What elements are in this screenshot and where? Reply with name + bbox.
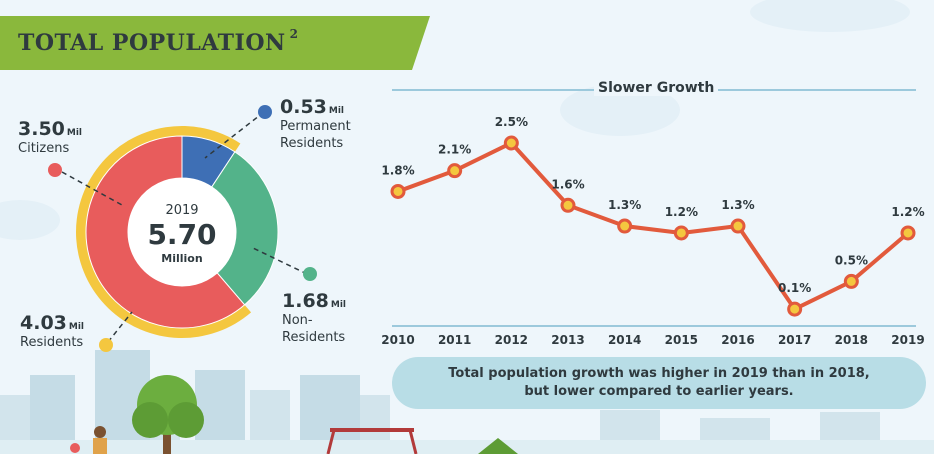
citizens-label: 3.50 Mil Citizens bbox=[18, 118, 83, 156]
pr-dot bbox=[258, 105, 272, 119]
x-tick-2019: 2019 bbox=[891, 333, 924, 347]
data-label-2015: 1.2% bbox=[665, 205, 698, 219]
nr-leader-line bbox=[252, 247, 308, 275]
data-point-2013 bbox=[560, 197, 576, 213]
data-label-2018: 0.5% bbox=[835, 253, 868, 267]
growth-series-line bbox=[397, 141, 910, 312]
donut-center bbox=[128, 178, 236, 286]
title-banner bbox=[0, 16, 430, 70]
data-point-2014 bbox=[617, 218, 633, 234]
chart-title: Slower Growth bbox=[594, 80, 719, 96]
data-label-2012: 2.5% bbox=[495, 115, 528, 129]
data-point-2019 bbox=[900, 225, 916, 241]
x-tick-2013: 2013 bbox=[551, 333, 584, 347]
residents-ring bbox=[75, 125, 252, 338]
donut-unit: Million bbox=[161, 252, 202, 265]
data-label-2019: 1.2% bbox=[891, 205, 924, 219]
donut-total: 5.70 bbox=[147, 218, 216, 251]
data-label-2013: 1.6% bbox=[551, 177, 584, 191]
residents-dot bbox=[99, 338, 113, 352]
note-line-2: but lower compared to earlier years. bbox=[524, 384, 794, 399]
page-title: TOTAL POPULATION 2 bbox=[18, 26, 299, 56]
x-tick-2014: 2014 bbox=[608, 333, 641, 347]
citizens-dot bbox=[48, 163, 62, 177]
data-point-2010 bbox=[390, 183, 406, 199]
x-tick-2012: 2012 bbox=[495, 333, 528, 347]
data-label-2017: 0.1% bbox=[778, 281, 811, 295]
x-tick-2017: 2017 bbox=[778, 333, 811, 347]
x-tick-2010: 2010 bbox=[381, 333, 414, 347]
data-point-2015 bbox=[673, 225, 689, 241]
citizens-leader-line bbox=[61, 171, 123, 206]
data-label-2011: 2.1% bbox=[438, 143, 471, 157]
summary-note: Total population growth was higher in 20… bbox=[392, 357, 926, 409]
pr-label: 0.53 Mil Permanent Residents bbox=[280, 96, 351, 151]
data-point-2018 bbox=[843, 273, 859, 289]
data-point-2012 bbox=[503, 135, 519, 151]
x-tick-2011: 2011 bbox=[438, 333, 471, 347]
data-label-2016: 1.3% bbox=[721, 198, 754, 212]
nr-dot bbox=[303, 267, 317, 281]
residents-leader-line bbox=[107, 311, 133, 343]
data-label-2010: 1.8% bbox=[381, 163, 414, 177]
population-donut: 2019 5.70 Million bbox=[48, 105, 317, 352]
pr-leader-line bbox=[204, 111, 265, 159]
data-point-2011 bbox=[447, 163, 463, 179]
residents-label: 4.03 Mil Residents bbox=[20, 312, 85, 350]
donut-year: 2019 bbox=[165, 203, 198, 218]
data-point-2017 bbox=[787, 301, 803, 317]
x-tick-2015: 2015 bbox=[665, 333, 698, 347]
note-line-1: Total population growth was higher in 20… bbox=[448, 366, 870, 381]
x-tick-2016: 2016 bbox=[721, 333, 754, 347]
nr-label: 1.68 Mil Non- Residents bbox=[282, 290, 347, 345]
x-tick-2018: 2018 bbox=[835, 333, 868, 347]
data-label-2014: 1.3% bbox=[608, 198, 641, 212]
data-point-2016 bbox=[730, 218, 746, 234]
